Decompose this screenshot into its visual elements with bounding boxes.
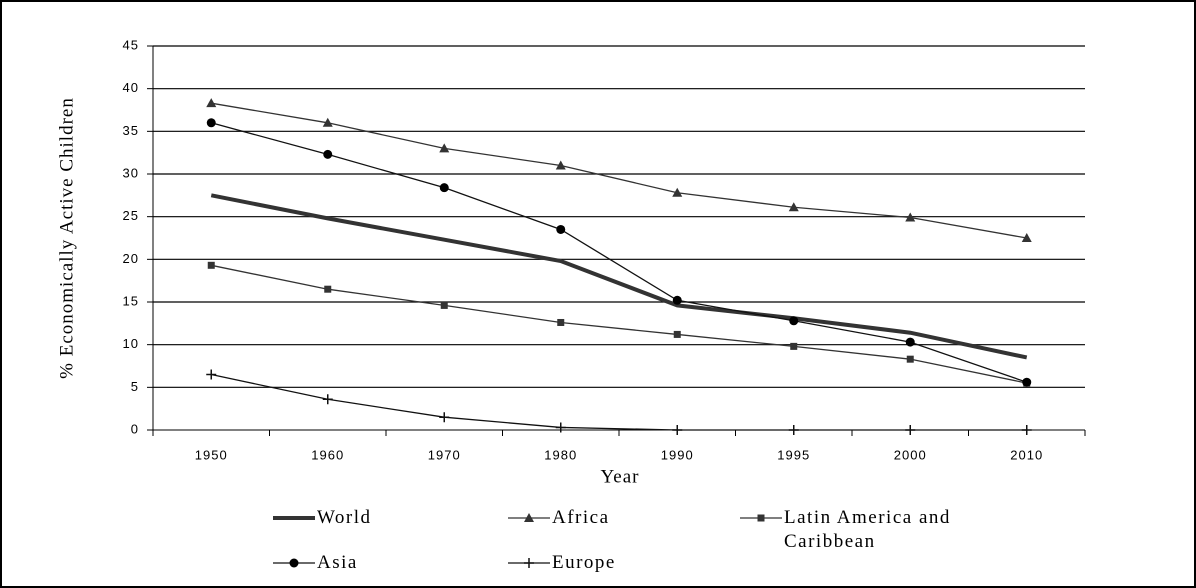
x-tick-label: 1960 bbox=[311, 447, 344, 462]
legend-item: World bbox=[273, 506, 497, 530]
marker bbox=[1021, 233, 1032, 242]
marker bbox=[906, 355, 914, 363]
x-tick-label: 1970 bbox=[428, 447, 461, 462]
series-line bbox=[211, 102, 1027, 239]
marker bbox=[206, 369, 217, 380]
marker bbox=[1022, 377, 1032, 387]
x-tick-label: 2010 bbox=[1010, 447, 1043, 462]
marker bbox=[905, 337, 915, 347]
series-line bbox=[210, 193, 1028, 360]
marker bbox=[555, 160, 566, 170]
x-tick-label: 1980 bbox=[544, 447, 577, 462]
marker bbox=[439, 143, 450, 153]
y-tick-label: 5 bbox=[131, 379, 139, 394]
marker bbox=[672, 295, 682, 305]
legend-item: Europe bbox=[508, 551, 732, 575]
x-axis-title: Year bbox=[600, 466, 639, 487]
x-tick-label: 1990 bbox=[661, 447, 694, 462]
marker bbox=[440, 301, 448, 309]
marker bbox=[206, 118, 216, 128]
marker bbox=[789, 316, 799, 326]
marker bbox=[322, 117, 333, 127]
legend-label: Europe bbox=[552, 552, 616, 573]
legend-swatch bbox=[508, 558, 550, 568]
y-tick-label: 10 bbox=[123, 336, 139, 351]
y-axis-title: % Economically Active Children bbox=[56, 97, 77, 379]
legend-swatch bbox=[508, 513, 550, 522]
legend-item: Africa bbox=[508, 506, 732, 530]
marker bbox=[757, 514, 765, 522]
marker bbox=[790, 342, 798, 350]
legend-label: Africa bbox=[552, 507, 610, 528]
y-tick-label: 20 bbox=[123, 251, 139, 266]
marker bbox=[672, 187, 683, 197]
marker bbox=[1021, 425, 1032, 435]
y-tick-label: 30 bbox=[123, 165, 139, 180]
series-line bbox=[211, 373, 1027, 431]
series-line bbox=[211, 264, 1027, 384]
y-tick-label: 15 bbox=[123, 293, 139, 308]
marker bbox=[206, 98, 217, 108]
legend-swatch bbox=[273, 558, 315, 568]
marker bbox=[207, 261, 215, 269]
y-tick-label: 40 bbox=[123, 80, 139, 95]
marker bbox=[439, 183, 449, 193]
marker bbox=[556, 224, 566, 234]
legend-label: Asia bbox=[317, 552, 358, 573]
marker bbox=[439, 412, 450, 423]
marker bbox=[323, 149, 333, 159]
marker bbox=[905, 212, 916, 222]
marker bbox=[322, 394, 333, 405]
x-tick-label: 1950 bbox=[195, 447, 228, 462]
marker bbox=[557, 318, 565, 326]
x-tick-label: 1995 bbox=[777, 447, 810, 462]
marker bbox=[905, 425, 916, 435]
y-tick-label: 35 bbox=[123, 123, 139, 138]
legend-label: Latin America and Caribbean bbox=[784, 507, 951, 552]
legend-swatch bbox=[273, 516, 315, 520]
legend-item: Latin America and Caribbean bbox=[740, 506, 964, 554]
y-tick-label: 25 bbox=[123, 208, 139, 223]
marker bbox=[555, 422, 566, 433]
legend-label: World bbox=[317, 507, 372, 528]
marker bbox=[672, 425, 683, 435]
marker bbox=[524, 513, 534, 522]
y-tick-label: 0 bbox=[131, 421, 139, 436]
y-tick-label: 45 bbox=[123, 37, 139, 52]
marker bbox=[673, 330, 681, 338]
marker bbox=[289, 558, 299, 568]
marker bbox=[324, 285, 332, 293]
marker bbox=[524, 558, 534, 568]
legend-item: Asia bbox=[273, 551, 497, 575]
x-tick-label: 2000 bbox=[894, 447, 927, 462]
marker bbox=[788, 202, 799, 212]
marker bbox=[788, 425, 799, 435]
series-line bbox=[211, 122, 1027, 383]
legend-swatch bbox=[740, 514, 782, 522]
